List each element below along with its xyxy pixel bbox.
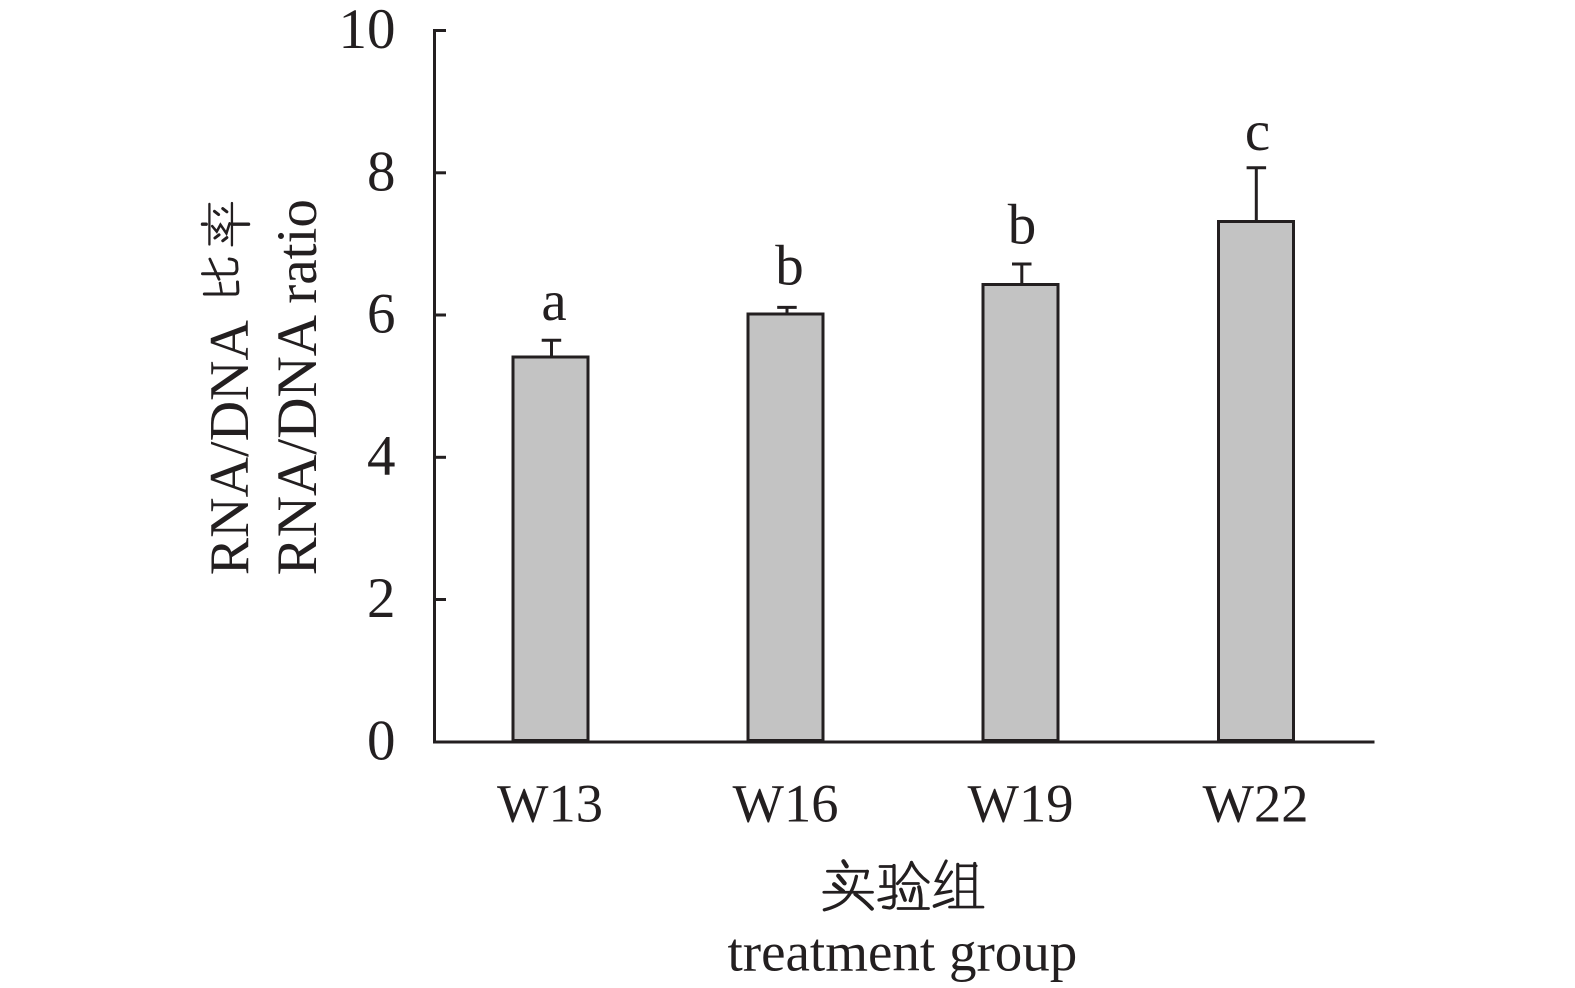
svg-text:c: c bbox=[1245, 100, 1270, 163]
svg-text:2: 2 bbox=[367, 567, 396, 630]
svg-text:RNA/DNA ratio: RNA/DNA ratio bbox=[266, 199, 329, 575]
svg-text:W19: W19 bbox=[968, 773, 1074, 834]
svg-text:b: b bbox=[775, 235, 804, 298]
svg-text:0: 0 bbox=[367, 709, 396, 772]
svg-text:4: 4 bbox=[367, 425, 396, 488]
svg-text:a: a bbox=[541, 270, 566, 333]
svg-text:W22: W22 bbox=[1203, 773, 1309, 834]
svg-text:W16: W16 bbox=[733, 773, 839, 834]
svg-text:8: 8 bbox=[367, 140, 396, 203]
svg-text:6: 6 bbox=[367, 283, 396, 346]
svg-text:b: b bbox=[1008, 193, 1037, 256]
svg-text:W13: W13 bbox=[497, 773, 603, 834]
svg-text:treatment group: treatment group bbox=[728, 922, 1078, 983]
svg-text:10: 10 bbox=[339, 0, 396, 61]
svg-text:RNA/DNA: RNA/DNA bbox=[199, 320, 261, 576]
